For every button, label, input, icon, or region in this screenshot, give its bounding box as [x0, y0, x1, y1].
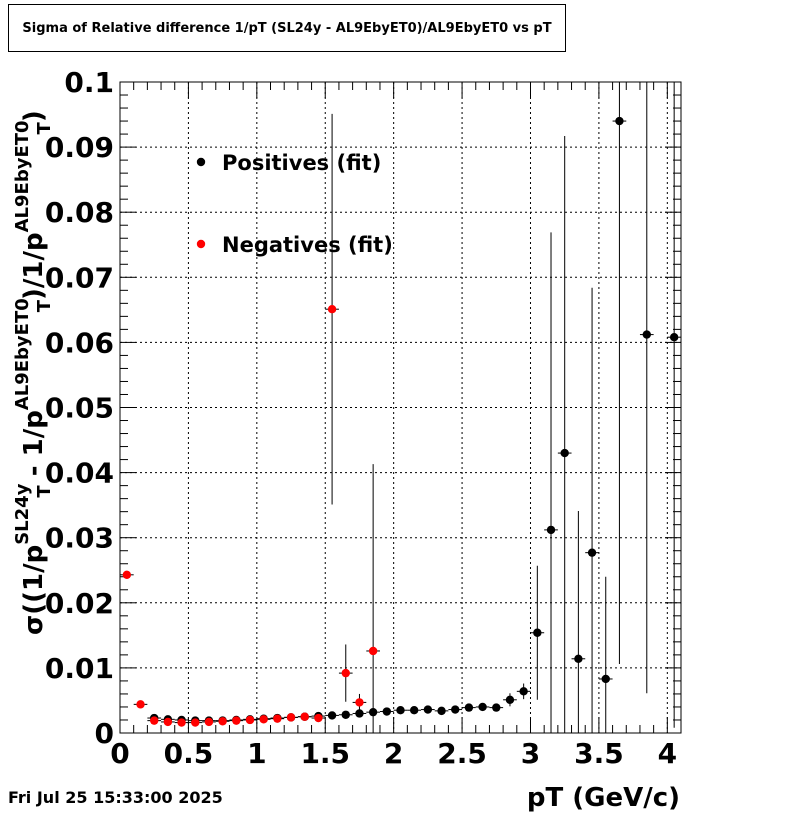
positives-point — [327, 711, 337, 720]
timestamp: Fri Jul 25 15:33:00 2025 — [8, 788, 223, 807]
y-tick-label: 0.07 — [45, 261, 114, 294]
data-points — [120, 82, 681, 733]
x-tick-label: 2 — [384, 737, 403, 770]
x-tick-label: 0.5 — [164, 737, 214, 770]
negatives-point — [327, 304, 337, 314]
negatives-point — [286, 713, 296, 722]
y-tick-label: 0.08 — [45, 196, 114, 229]
y-axis-title-part: T — [34, 299, 55, 312]
y-axis-title-part: ) — [19, 110, 49, 122]
y-axis-title-part: AL9EbyET0 — [12, 120, 33, 232]
y-tick-label: 0.04 — [45, 457, 114, 490]
positives-point — [437, 706, 446, 716]
chart-title: Sigma of Relative difference 1/pT (SL24y… — [22, 20, 552, 36]
x-tick-label: 1 — [247, 737, 266, 770]
positives-point — [423, 705, 433, 714]
legend-marker — [196, 239, 206, 249]
y-tick-label: 0.03 — [45, 522, 114, 555]
legend-label: Positives (fit) — [222, 151, 381, 175]
positives-point — [533, 628, 542, 637]
positives-point — [615, 116, 624, 126]
negatives-point — [136, 700, 145, 709]
y-tick-label: 0.02 — [45, 587, 114, 620]
positives-point — [669, 332, 679, 342]
y-axis-title-part: )/1/p — [19, 232, 49, 300]
negatives-point — [150, 716, 159, 725]
negatives-point — [314, 713, 323, 723]
positives-point — [464, 703, 474, 712]
chart-title-box: Sigma of Relative difference 1/pT (SL24y… — [8, 4, 566, 52]
negatives-point — [341, 668, 350, 678]
positives-point — [505, 695, 515, 704]
negatives-point — [177, 718, 186, 727]
y-axis-title-part: T — [34, 485, 55, 498]
y-tick-label: 0 — [95, 717, 114, 750]
positives-point — [409, 706, 419, 715]
positives-point — [396, 706, 405, 715]
negatives-point — [232, 716, 241, 725]
y-tick-label: 0.1 — [64, 66, 114, 99]
positives-point — [382, 707, 392, 716]
y-axis-title-part: T — [34, 121, 55, 134]
y-tick-label: 0.01 — [45, 652, 114, 685]
x-tick-label: 0 — [110, 737, 129, 770]
y-tick-label: 0.09 — [45, 131, 114, 164]
axes: 0 0.01 0.02 0.03 0.04 0.05 0.06 0.07 0.08 0.09 0.1… — [45, 66, 682, 770]
x-axis-title: pT (GeV/c) — [527, 783, 680, 813]
legend-label: Negatives (fit) — [222, 233, 393, 257]
y-axis-title: σ((1/pSL24yT - 1/pAL9EbyET0T)/1/pAL9EbyE… — [12, 110, 55, 635]
negatives-point — [218, 717, 227, 726]
grid — [120, 82, 681, 733]
negatives-point — [368, 646, 378, 656]
negatives-point — [191, 718, 200, 727]
y-axis-title-part: SL24y — [12, 483, 33, 544]
positives-point — [478, 702, 487, 712]
negatives-point — [245, 715, 255, 725]
positives-point — [519, 687, 528, 696]
negatives-point — [355, 698, 364, 707]
x-tick-label: 2.5 — [437, 737, 487, 770]
legend: Positives (fit) Negatives (fit) — [196, 151, 393, 257]
positives-point — [587, 548, 597, 557]
positives-point — [642, 330, 651, 339]
x-tick-label: 4 — [658, 737, 677, 770]
negatives-point — [204, 717, 214, 727]
x-tick-label: 3.5 — [574, 737, 624, 770]
y-tick-label: 0.06 — [45, 326, 114, 359]
positives-point — [546, 525, 556, 535]
legend-marker — [196, 157, 206, 167]
positives-point — [492, 703, 501, 712]
positives-point — [341, 710, 350, 719]
positives-point — [560, 448, 569, 458]
negatives-point — [273, 714, 282, 723]
y-axis-title-part: AL9EbyET0 — [12, 298, 33, 410]
positives-point — [451, 705, 460, 714]
negatives-point — [163, 717, 173, 727]
negatives-point — [259, 715, 268, 724]
negatives-point — [300, 712, 309, 721]
positives-point — [355, 709, 364, 718]
x-tick-label: 3 — [521, 737, 540, 770]
positives-point — [601, 674, 610, 684]
y-tick-label: 0.05 — [45, 392, 114, 425]
positives-point — [574, 654, 583, 663]
x-tick-label: 1.5 — [300, 737, 350, 770]
negatives-point — [122, 570, 132, 580]
y-axis-title-part: σ((1/p — [19, 545, 49, 635]
y-axis-title-part: - 1/p — [19, 410, 49, 485]
